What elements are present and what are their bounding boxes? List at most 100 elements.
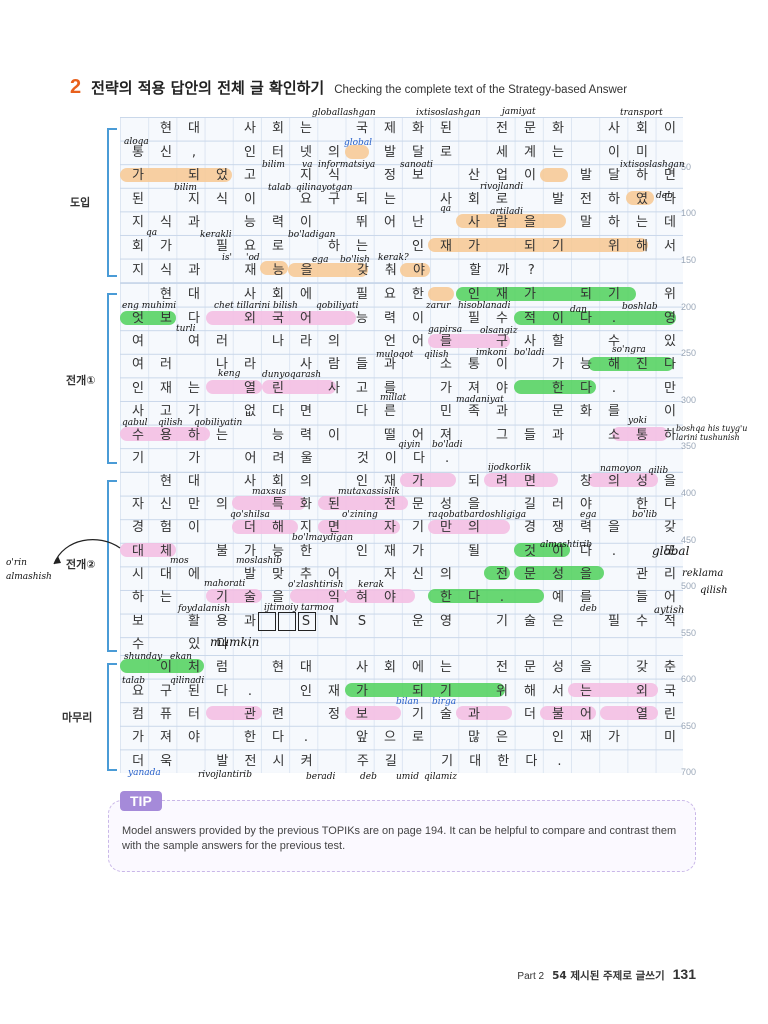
grid-cell <box>320 400 348 423</box>
grid-cell: 계 <box>524 145 536 160</box>
handwritten-note: qilinadi <box>170 676 205 686</box>
grid-cell <box>460 563 488 586</box>
grid-cell: 화 <box>300 497 312 512</box>
grid-cell: 화 <box>552 121 564 136</box>
grid-cell: 요 <box>300 192 312 207</box>
grid-cell: 성 <box>440 497 452 512</box>
grid-cell: 길 <box>384 754 397 769</box>
highlight-green <box>514 380 596 394</box>
grid-cell: . <box>499 590 505 605</box>
grid-cell: 한 <box>552 381 564 396</box>
grid-cell <box>321 750 349 773</box>
grid-cell: 재 <box>496 287 508 302</box>
curved-arrow-icon <box>53 539 121 565</box>
grid-cell: 된 <box>132 192 144 207</box>
grid-cell: 린 <box>272 381 284 396</box>
handwritten-note: dan <box>570 305 587 315</box>
grid-cell: 지 <box>188 192 200 207</box>
grid-cell: 다 <box>580 544 592 559</box>
grid-cell: 하 <box>664 428 676 443</box>
grid-cell: 한 <box>636 497 648 512</box>
grid-cell: 있 <box>188 637 201 652</box>
handwritten-note: bilim <box>174 183 197 193</box>
char-count-mark: 600 <box>681 674 697 684</box>
handwritten-note: mos <box>170 556 189 566</box>
grid-cell: 를 <box>608 404 620 419</box>
grid-cell: 발 <box>384 145 396 160</box>
grid-cell: 회 <box>272 474 284 489</box>
grid-cell: 수 <box>636 614 648 629</box>
grid-cell: 수 <box>496 311 508 326</box>
grid-cell: 말 <box>580 215 592 230</box>
grid-cell: 현 <box>160 474 172 489</box>
highlight-green <box>428 589 544 603</box>
section-title-en: Checking the complete text of the Strate… <box>334 84 628 96</box>
highlight-pink <box>568 683 658 697</box>
handwritten-note: ijtimoiy tarmoq <box>264 603 334 613</box>
handwritten-note: qa <box>146 228 158 238</box>
grid-cell: 현 <box>272 660 284 675</box>
handwritten-note: qilish <box>158 418 183 428</box>
grid-cell: 영 <box>440 614 452 629</box>
highlight-green <box>120 311 176 325</box>
grid-cell: 예 <box>552 590 564 605</box>
handwritten-note: qilish <box>700 585 728 596</box>
grid-cell: 식 <box>160 263 173 278</box>
grid-cell: 기 <box>440 684 452 699</box>
grid-cell: 로 <box>412 730 424 745</box>
grid-cell: 하 <box>188 428 200 443</box>
grid-cell <box>544 211 572 234</box>
bracket-body2 <box>107 480 117 652</box>
grid-cell <box>488 540 516 563</box>
handwritten-note: beradi <box>306 772 336 782</box>
grid-cell: 능 <box>272 263 285 278</box>
grid-cell: 발 <box>244 567 256 582</box>
grid-cell: 라 <box>300 334 312 349</box>
char-count-mark: 350 <box>681 441 697 451</box>
grid-cell <box>320 726 348 749</box>
handwritten-note: globallashgan <box>312 108 376 118</box>
grid-cell: 리 <box>664 567 676 582</box>
handwritten-note: ega <box>312 255 329 265</box>
handwritten-note: zarur <box>426 301 451 311</box>
grid-cell: 위 <box>664 287 676 302</box>
handwritten-note: reklama <box>682 568 724 579</box>
grid-cell: 기 <box>412 707 424 722</box>
handwritten-note: birga <box>432 697 457 707</box>
grid-cell: 재 <box>384 544 396 559</box>
grid-cell <box>264 610 292 633</box>
grid-cell <box>404 400 432 423</box>
grid-cell: 력 <box>300 428 312 443</box>
grid-cell: 현 <box>160 287 172 302</box>
footer-title: 54 제시된 주제로 글쓰기 <box>552 970 665 982</box>
grid-cell: 체 <box>160 544 172 559</box>
grid-cell: 미 <box>636 145 648 160</box>
highlight-pink <box>206 311 356 325</box>
grid-cell: . <box>247 684 253 699</box>
grid-cell <box>460 610 488 633</box>
grid-cell: 인 <box>552 730 564 745</box>
grid-cell: 발 <box>552 192 564 207</box>
handwritten-note: qo'shilsa <box>230 510 270 520</box>
grid-cell: 하 <box>608 192 620 207</box>
grid-cell: 식 <box>328 168 340 183</box>
grid-cell: 나 <box>272 334 284 349</box>
grid-cell: 으 <box>384 730 396 745</box>
grid-cell: 여 <box>188 334 200 349</box>
grid-cell: 나 <box>216 357 228 372</box>
grid-cell: 되 <box>188 168 200 183</box>
grid-cell: 문 <box>524 660 536 675</box>
grid-cell <box>236 330 264 353</box>
grid-cell: 어 <box>384 215 396 230</box>
grid-cell: 면 <box>328 520 340 535</box>
text-row: 하 는 기 술 을 익 혀 야 한 다. 예 를 들 어 <box>124 586 684 609</box>
grid-cell: 려 <box>496 474 508 489</box>
grid-cell <box>460 117 488 140</box>
section-title-ko: 전략의 적용 답안의 전체 글 확인하기 <box>91 79 325 97</box>
grid-cell: 되 <box>580 287 592 302</box>
grid-cell: 인 <box>300 684 312 699</box>
grid-cell: 다 <box>580 381 592 396</box>
handwritten-note: olsangiz <box>480 326 518 336</box>
